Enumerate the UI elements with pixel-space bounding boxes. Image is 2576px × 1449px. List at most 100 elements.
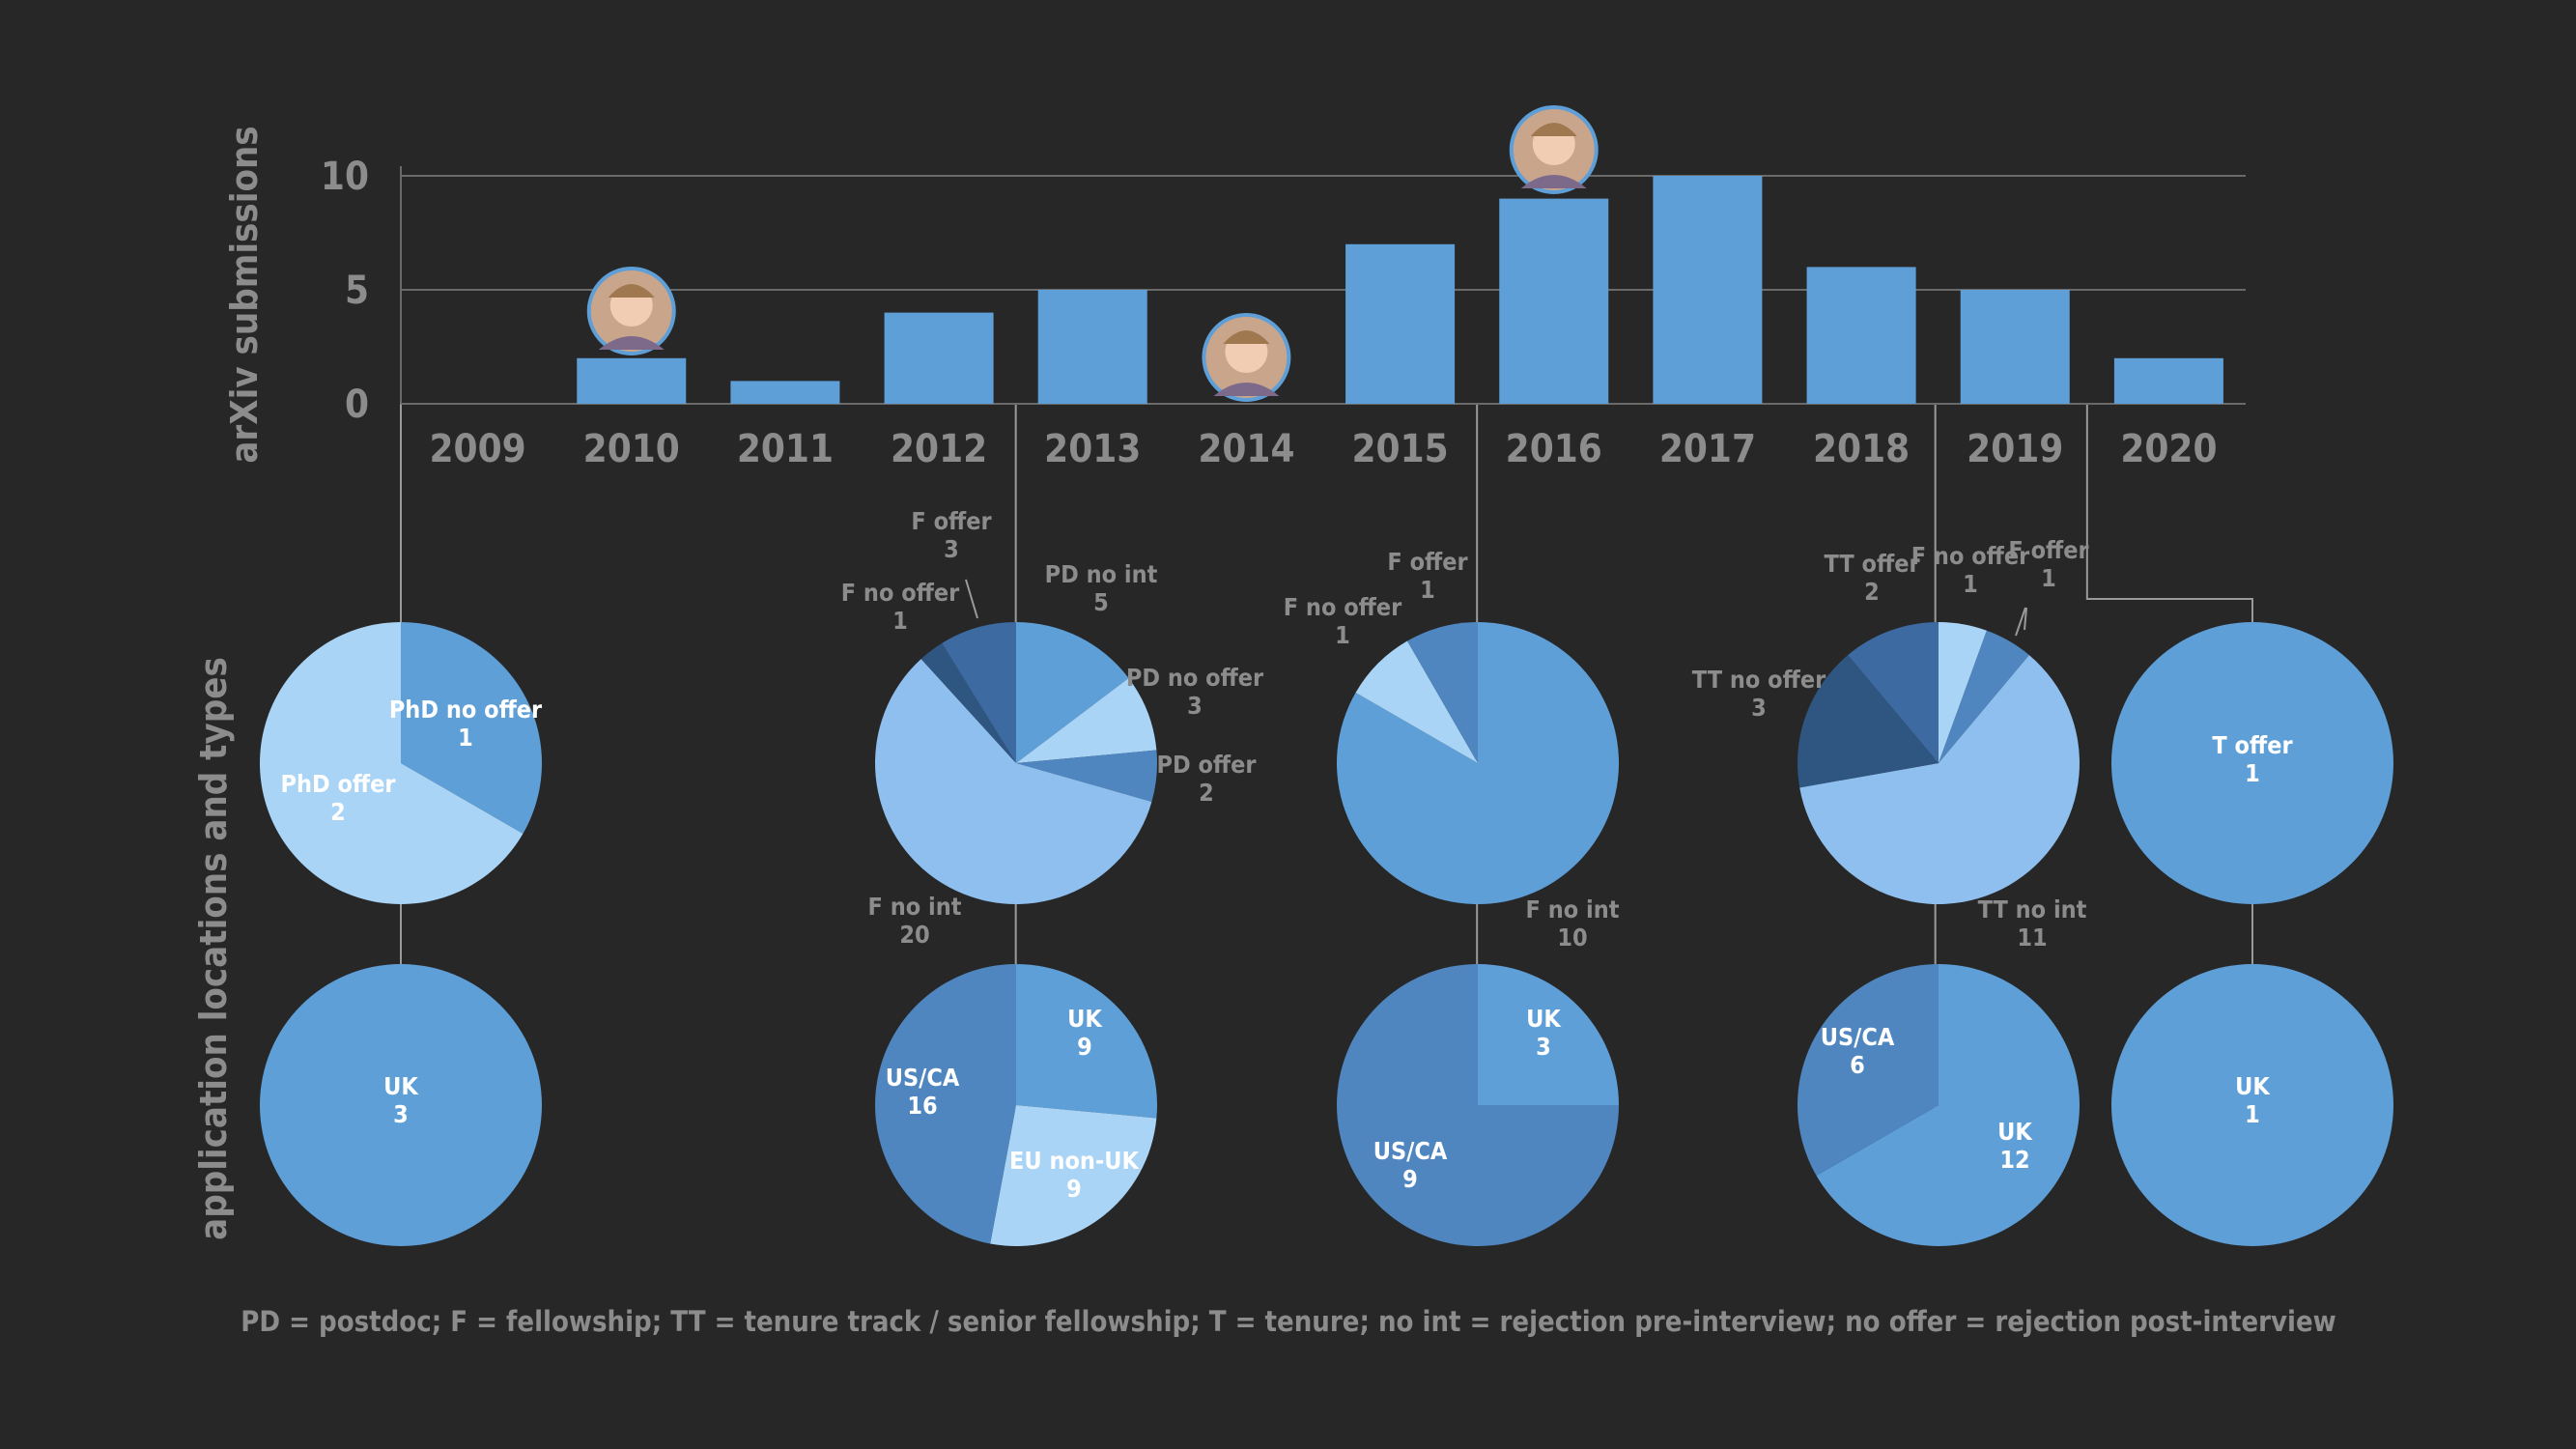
pie-value: 3 bbox=[1536, 1033, 1551, 1061]
bar-2010 bbox=[577, 357, 687, 404]
pie-label: UK bbox=[1997, 1118, 2033, 1146]
pie-label: F no int bbox=[868, 893, 962, 921]
pie-slice-tt-no-offer bbox=[1798, 655, 1939, 788]
pie-slice-f-offer bbox=[1407, 622, 1478, 763]
label-leader-line bbox=[2024, 607, 2027, 631]
pie-label: F no offer bbox=[1911, 542, 2030, 570]
x-tick-label: 2020 bbox=[2120, 427, 2217, 471]
y-tick-label: 0 bbox=[345, 383, 369, 427]
toddler-photo-icon bbox=[1509, 105, 1599, 194]
pie-label: UK bbox=[1526, 1005, 1562, 1033]
label-leader-line bbox=[2015, 607, 2026, 637]
bar-series bbox=[577, 176, 2223, 404]
pie-label: PD no int bbox=[1045, 560, 1158, 588]
pie-value: 1 bbox=[1335, 621, 1350, 649]
x-tick-label: 2017 bbox=[1659, 427, 1756, 471]
x-tick-label: 2009 bbox=[430, 427, 526, 471]
pie-value: 1 bbox=[458, 724, 473, 752]
pie-slice-t-offer bbox=[2111, 622, 2393, 904]
pie-slice-f-no-offer bbox=[1939, 622, 1987, 763]
pie-label: UK bbox=[2235, 1072, 2271, 1100]
pie-slice-eu-non-uk bbox=[990, 1105, 1157, 1246]
pie-label: PD no offer bbox=[1126, 664, 1264, 692]
bar-2019 bbox=[1960, 290, 2070, 404]
pie-value: 1 bbox=[2041, 564, 2056, 592]
pie-value: 10 bbox=[1557, 923, 1587, 952]
x-tick-label: 2010 bbox=[583, 427, 680, 471]
y-tick-label: 5 bbox=[345, 269, 369, 313]
x-tick-label: 2014 bbox=[1198, 427, 1294, 471]
pie-value: 1 bbox=[2245, 759, 2260, 787]
pie-slice-tt-no-int bbox=[1799, 655, 2080, 905]
pie-value: 6 bbox=[1850, 1051, 1865, 1079]
pie-slice-f-offer bbox=[942, 622, 1016, 763]
pie-slice-us-ca bbox=[1337, 964, 1619, 1246]
pie-value: 2 bbox=[330, 798, 346, 826]
pie-slice-us-ca bbox=[1797, 964, 1939, 1176]
pie-locations-2016: UK3 US/CA9 bbox=[1337, 964, 1619, 1246]
pie-value: 3 bbox=[393, 1100, 409, 1128]
pie-label: PhD offer bbox=[280, 770, 396, 798]
bar-2013 bbox=[1037, 290, 1147, 404]
pie-value: 2 bbox=[1864, 578, 1880, 606]
pie-label: F offer bbox=[911, 507, 992, 535]
x-tick-label: 2016 bbox=[1506, 427, 1602, 471]
pie-label: PhD no offer bbox=[389, 696, 543, 724]
pie-label: UK bbox=[383, 1072, 419, 1100]
pie-slice-uk bbox=[1016, 964, 1157, 1119]
bar-2015 bbox=[1345, 243, 1456, 404]
pie-locations-2020: UK1 bbox=[2111, 964, 2393, 1246]
pie-value: 16 bbox=[907, 1092, 937, 1120]
pie-slice-f-no-offer bbox=[1355, 640, 1478, 763]
pie-slice-uk bbox=[1816, 964, 2080, 1246]
pie-slice-f-no-int bbox=[1336, 622, 1619, 904]
bar-2011 bbox=[730, 381, 840, 404]
footnote: PD = postdoc; F = fellowship; TT = tenur… bbox=[241, 1305, 2336, 1338]
pie-value: 1 bbox=[1963, 570, 1978, 598]
pie-slice-pd-offer bbox=[1016, 750, 1157, 802]
pie-slice-pd-no-offer bbox=[1016, 678, 1157, 763]
pie-value: 20 bbox=[899, 921, 929, 949]
pie-label: PD offer bbox=[1156, 751, 1257, 779]
y-gridlines bbox=[400, 166, 2246, 405]
pie-slice-tt-offer bbox=[1848, 622, 1939, 763]
pie-label: US/CA bbox=[1821, 1023, 1895, 1051]
pie-value: 9 bbox=[1077, 1033, 1092, 1061]
pie-label: F no offer bbox=[1284, 593, 1402, 621]
x-tick-label: 2013 bbox=[1044, 427, 1141, 471]
pie-slice-phd-offer bbox=[259, 622, 524, 904]
wedding-photo-icon bbox=[586, 267, 676, 355]
pie-label: T offer bbox=[2212, 731, 2293, 759]
pie-label: UK bbox=[1067, 1005, 1103, 1033]
x-tick-labels: 2009 2010 2011 2012 2013 2014 2015 2016 2017 2018… bbox=[430, 427, 2218, 471]
pie-slice-f-no-offer bbox=[920, 642, 1016, 763]
y-tick-label: 10 bbox=[321, 155, 369, 199]
pie-slice-phd-no-offer bbox=[401, 622, 542, 834]
pie-slice-uk bbox=[1478, 964, 1619, 1105]
pie-slice-f-offer bbox=[1939, 630, 2029, 763]
bar-2017 bbox=[1653, 176, 1763, 404]
pie-label: F no int bbox=[1526, 895, 1620, 923]
x-tick-label: 2019 bbox=[1967, 427, 2063, 471]
pie-label: F no offer bbox=[841, 579, 960, 607]
pie-slice-pd-no-int bbox=[1016, 622, 1129, 763]
pie-group-label: application locations and types bbox=[192, 657, 235, 1240]
pie-value: 9 bbox=[1066, 1175, 1082, 1203]
pie-label: TT no offer bbox=[1692, 666, 1826, 694]
x-tick-label: 2011 bbox=[737, 427, 834, 471]
pie-value: 3 bbox=[1751, 694, 1767, 722]
pie-label: US/CA bbox=[886, 1064, 960, 1092]
x-tick-label: 2015 bbox=[1352, 427, 1449, 471]
pie-locations-2009: UK3 bbox=[260, 964, 542, 1246]
pie-value: 1 bbox=[892, 607, 908, 635]
pie-slice-uk bbox=[260, 964, 542, 1246]
pie-label: TT offer bbox=[1824, 550, 1920, 578]
